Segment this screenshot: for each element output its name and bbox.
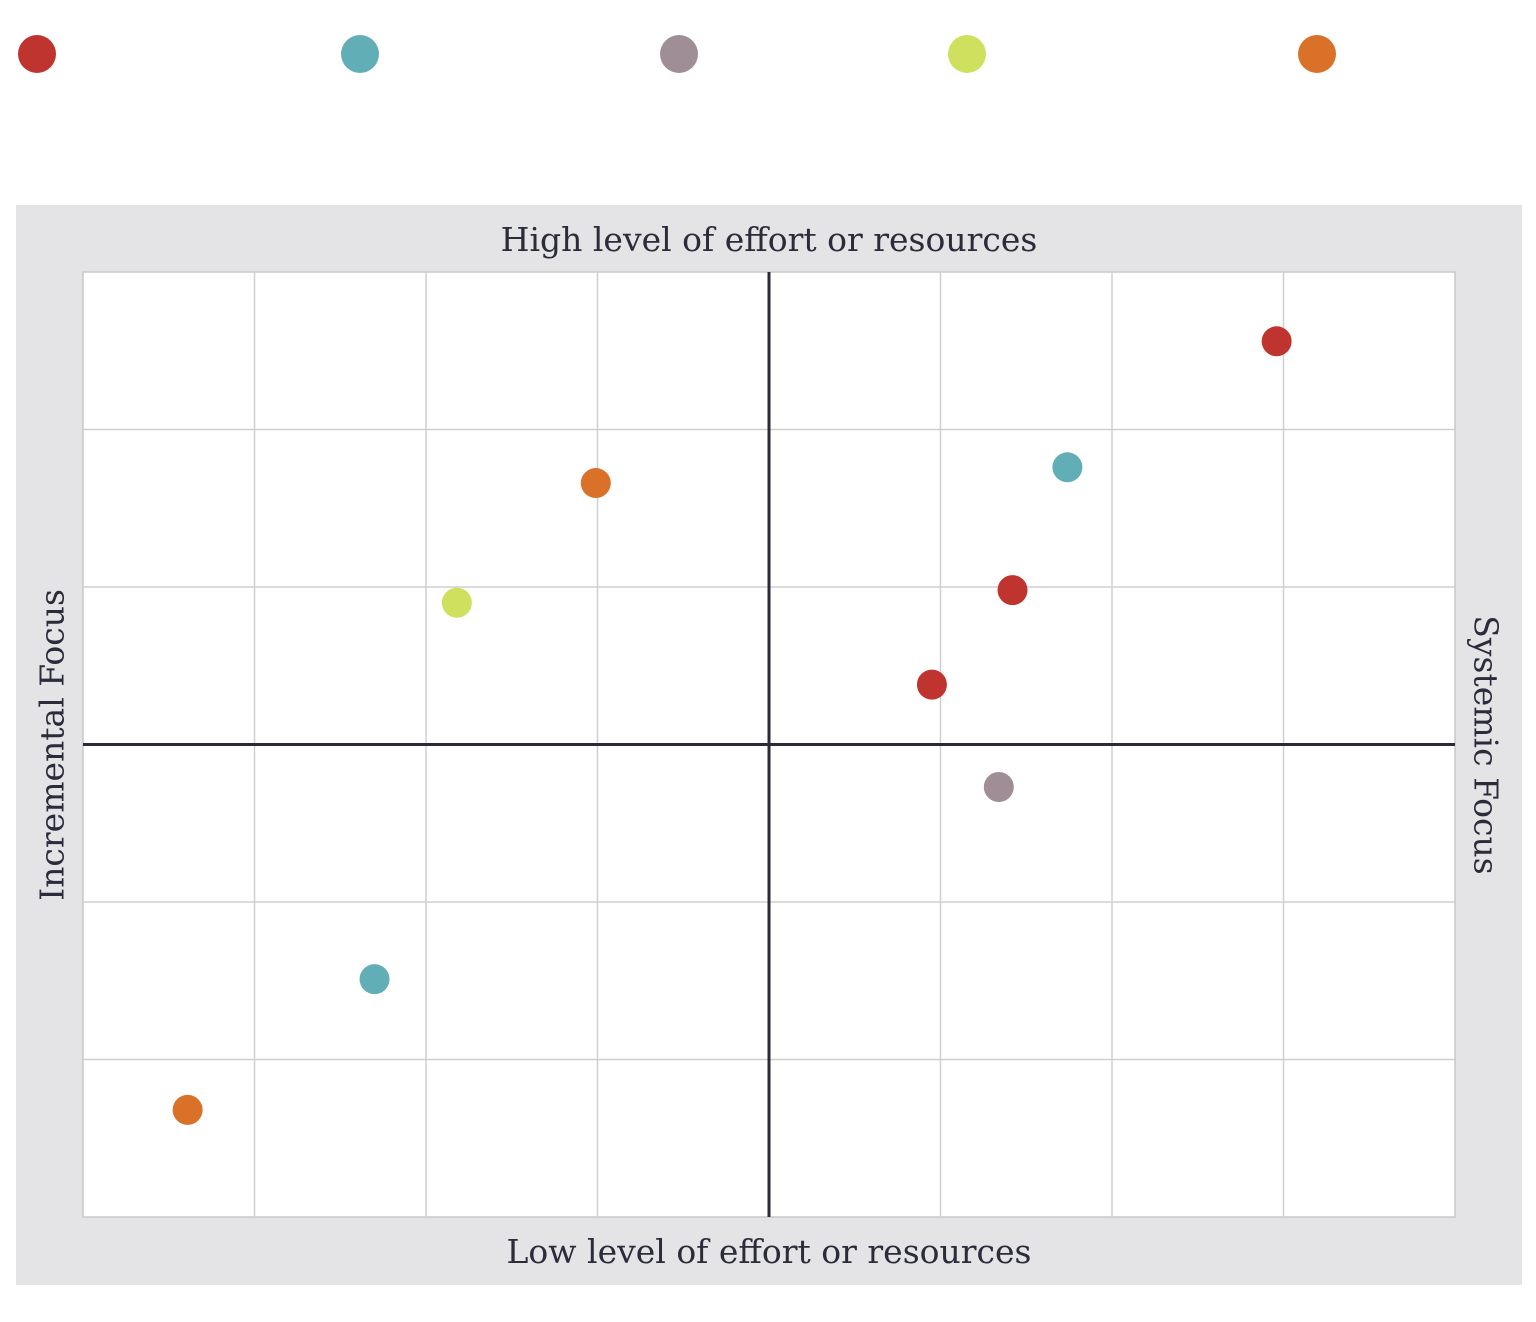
legend: [0, 0, 1536, 110]
legend-dot-teal: [341, 35, 379, 73]
data-point-0-1: [997, 575, 1028, 606]
legend-dot-lime: [948, 35, 986, 73]
data-point-2-0: [983, 772, 1014, 803]
chart-panel: High level of effort or resources Low le…: [16, 205, 1522, 1285]
top-axis-label: High level of effort or resources: [500, 220, 1038, 259]
data-point-4-0: [580, 468, 611, 499]
data-point-0-0: [1261, 326, 1292, 357]
data-point-1-1: [359, 964, 390, 995]
data-point-4-1: [172, 1094, 203, 1125]
scatter-plot: [82, 271, 1456, 1218]
bottom-axis-label: Low level of effort or resources: [506, 1232, 1032, 1271]
data-point-0-2: [916, 669, 947, 700]
legend-dot-orange: [1298, 35, 1336, 73]
data-point-1-0: [1052, 452, 1083, 483]
legend-dot-mauve: [660, 35, 698, 73]
legend-dot-red: [18, 35, 56, 73]
data-point-3-0: [441, 587, 472, 618]
